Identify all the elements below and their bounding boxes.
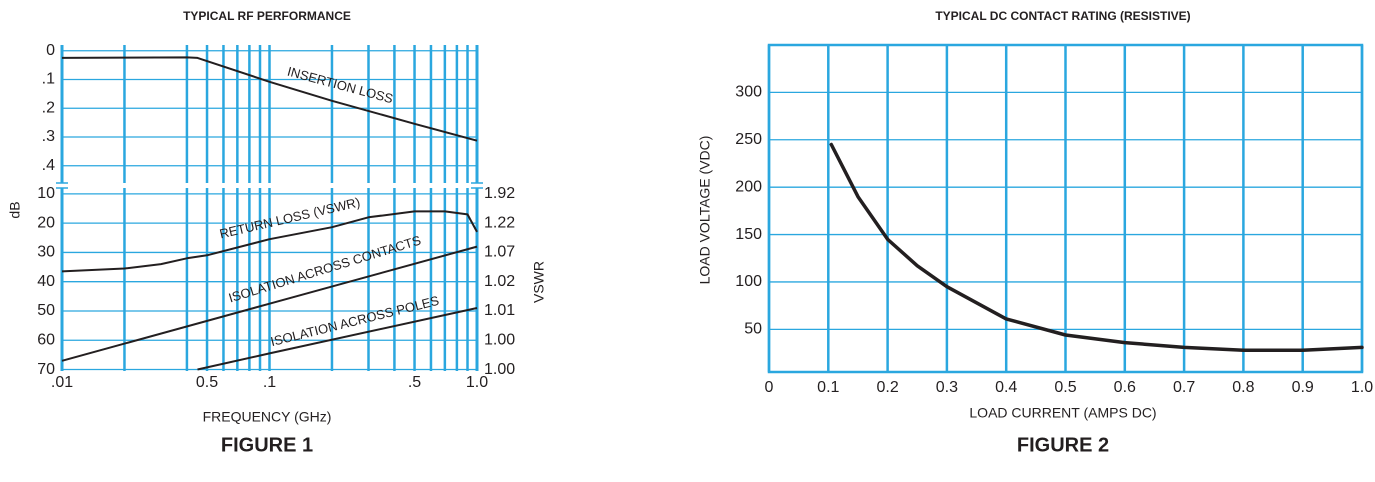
y-tick-label: 50: [37, 302, 55, 319]
axis-break: [56, 182, 483, 189]
x-tick-label: 0.1: [817, 379, 839, 396]
x-tick-label: 0.2: [876, 379, 898, 396]
y2-tick-label: 1.00: [484, 331, 515, 348]
x-tick-label: 0.3: [936, 379, 958, 396]
y-tick-label: 150: [735, 226, 762, 243]
y-tick-label: 250: [735, 131, 762, 148]
x-tick-label: .1: [263, 374, 276, 391]
series-line: [829, 142, 1364, 352]
x-tick-label: 0: [765, 379, 774, 396]
x-tick-label: .01: [51, 374, 73, 391]
y2-tick-label: 1.00: [484, 361, 515, 378]
x-tick-label: 0.4: [995, 379, 1017, 396]
series-line: [197, 307, 478, 371]
plot-frame: [767, 43, 1364, 374]
y-tick-label: .1: [42, 71, 55, 88]
y2-axis-label: VSWR: [531, 261, 547, 303]
y-tick-label: .2: [42, 99, 55, 116]
x-tick-label: 0.9: [1292, 379, 1314, 396]
y-tick-label: 60: [37, 331, 55, 348]
y-tick-label: .4: [42, 157, 55, 174]
figure-caption: FIGURE 2: [1017, 434, 1109, 456]
series-line: [61, 245, 478, 362]
y-tick-label: 200: [735, 178, 762, 195]
y2-tick-label: 1.01: [484, 302, 515, 319]
x-tick-label: .5: [408, 374, 421, 391]
x-tick-label: 1.0: [1351, 379, 1373, 396]
figure-caption: FIGURE 1: [221, 434, 313, 456]
y2-tick-label: 1.07: [484, 244, 515, 261]
series-label: INSERTION LOSS: [286, 64, 395, 107]
x-axis-label: FREQUENCY (GHz): [203, 409, 332, 425]
y-tick-label: 20: [37, 214, 55, 231]
y-tick-label: 0: [46, 42, 55, 59]
y-axis-label: dB: [7, 201, 23, 218]
series-line: [61, 210, 478, 273]
y-tick-label: 40: [37, 273, 55, 290]
series-line: [61, 56, 478, 142]
y-tick-label: 50: [744, 321, 762, 338]
y2-tick-label: 1.22: [484, 214, 515, 231]
y-tick-label: 30: [37, 244, 55, 261]
y-tick-label: 70: [37, 361, 55, 378]
x-tick-label: 0.7: [1173, 379, 1195, 396]
y-tick-label: 300: [735, 84, 762, 101]
x-tick-label: 0.5: [1054, 379, 1076, 396]
y-axis-label: LOAD VOLTAGE (VDC): [697, 136, 713, 285]
y2-tick-label: 1.92: [484, 185, 515, 202]
x-tick-label: 0.6: [1114, 379, 1136, 396]
chart-title: TYPICAL DC CONTACT RATING (RESISTIVE): [935, 9, 1190, 23]
x-tick-label: 0.8: [1232, 379, 1254, 396]
x-axis-label: LOAD CURRENT (AMPS DC): [969, 405, 1156, 421]
x-tick-label: 0.5: [196, 374, 218, 391]
y2-tick-label: 1.02: [484, 273, 515, 290]
chart-title: TYPICAL RF PERFORMANCE: [183, 9, 351, 23]
y-tick-label: 10: [37, 185, 55, 202]
y-tick-label: 100: [735, 273, 762, 290]
x-tick-label: 1.0: [466, 374, 488, 391]
y-tick-label: .3: [42, 128, 55, 145]
